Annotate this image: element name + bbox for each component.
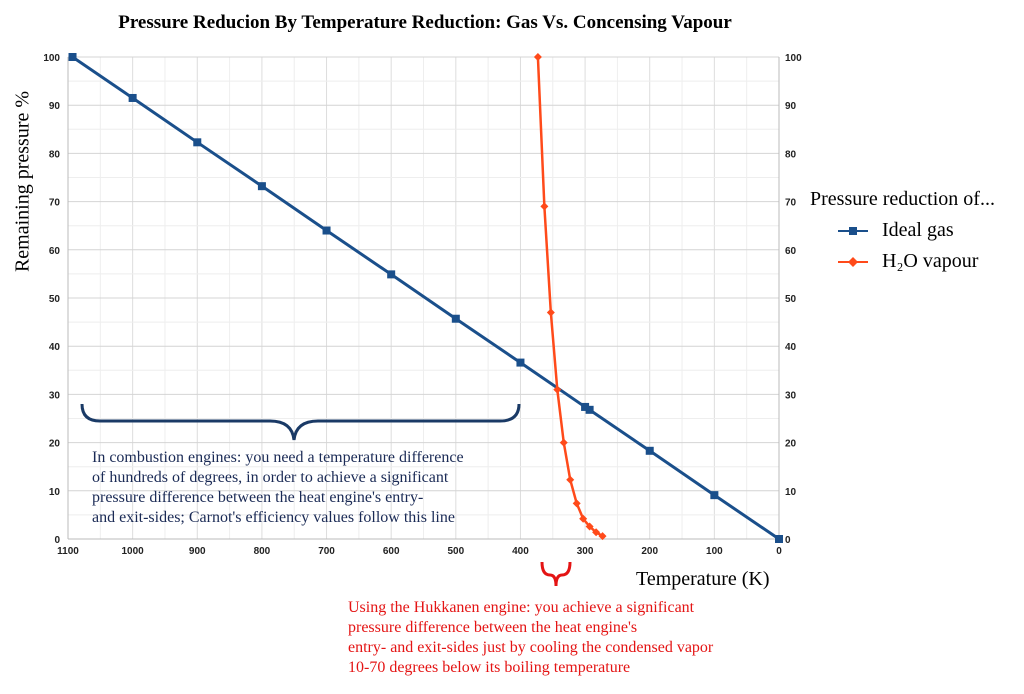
x-tick-label: 100: [706, 546, 723, 557]
data-point-ideal-gas: [581, 402, 590, 411]
y-tick-label-left: 100: [43, 53, 60, 64]
y-tick-label-right: 10: [785, 487, 797, 498]
annotation-line: entry- and exit-sides just by cooling th…: [348, 639, 714, 656]
annotation-line: of hundreds of degrees, in order to achi…: [92, 469, 449, 486]
data-point-h2o-vapour: [598, 532, 607, 541]
y-tick-label-left: 60: [49, 246, 61, 257]
x-tick-label: 800: [254, 546, 271, 557]
data-point-h2o-vapour: [592, 528, 601, 537]
y-tick-label-right: 50: [785, 294, 797, 305]
y-tick-label-left: 20: [49, 439, 61, 450]
annotation-combustion: In combustion engines: you need a temper…: [92, 448, 464, 528]
x-tick-label: 1100: [57, 546, 79, 557]
y-tick-label-right: 20: [785, 439, 797, 450]
legend-title: Pressure reduction of...: [810, 188, 995, 210]
x-tick-label: 500: [447, 546, 464, 557]
data-point-h2o-vapour: [585, 522, 594, 531]
brace-hukkanen: [540, 561, 572, 587]
diamond-marker-icon: [838, 256, 868, 267]
annotation-line: 10-70 degrees below its boiling temperat…: [348, 659, 631, 676]
y-tick-label-right: 100: [785, 53, 802, 64]
data-point-h2o-vapour: [559, 438, 568, 447]
annotation-line: Using the Hukkanen engine: you achieve a…: [348, 599, 695, 616]
x-tick-label: 400: [512, 546, 529, 557]
data-point-ideal-gas: [68, 53, 77, 61]
legend-label: Ideal gas: [882, 219, 954, 241]
x-tick-label: 200: [641, 546, 658, 557]
y-tick-label-left: 0: [54, 535, 60, 546]
annotation-line: pressure difference between the heat eng…: [92, 489, 424, 506]
y-tick-label-left: 40: [49, 342, 61, 353]
data-point-ideal-gas: [193, 138, 202, 147]
y-tick-label-right: 90: [785, 101, 797, 112]
legend-item-h2o-vapour: H₂O vapour: [838, 250, 995, 273]
data-point-ideal-gas: [775, 535, 783, 543]
data-point-h2o-vapour: [546, 308, 555, 317]
y-tick-label-left: 90: [49, 101, 61, 112]
x-tick-label: 0: [776, 546, 782, 557]
y-tick-label-right: 30: [785, 390, 797, 401]
data-point-ideal-gas: [645, 446, 654, 455]
annotation-hukkanen: Using the Hukkanen engine: you achieve a…: [348, 598, 713, 678]
y-tick-label-right: 70: [785, 198, 797, 209]
data-point-ideal-gas: [387, 270, 396, 279]
y-tick-label-left: 70: [49, 198, 61, 209]
x-tick-label: 700: [318, 546, 335, 557]
square-marker-icon: [838, 226, 868, 235]
annotation-line: In combustion engines: you need a temper…: [92, 449, 464, 466]
y-tick-label-right: 60: [785, 246, 797, 257]
data-point-h2o-vapour: [566, 475, 575, 484]
y-tick-label-right: 80: [785, 149, 797, 160]
x-tick-label: 300: [577, 546, 594, 557]
x-axis-label: Temperature (K): [636, 568, 770, 590]
x-tick-label: 600: [383, 546, 400, 557]
y-tick-label-right: 40: [785, 342, 797, 353]
data-point-ideal-gas: [451, 314, 460, 323]
brace-combustion: [80, 403, 521, 441]
data-point-h2o-vapour: [553, 385, 562, 394]
data-point-h2o-vapour: [540, 202, 549, 211]
annotation-line: and exit-sides; Carnot's efficiency valu…: [92, 509, 455, 526]
x-tick-label: 1000: [122, 546, 145, 557]
legend: Pressure reduction of... Ideal gas H₂O v…: [810, 188, 995, 273]
y-tick-label-left: 50: [49, 294, 61, 305]
data-point-h2o-vapour: [533, 53, 542, 61]
data-point-ideal-gas: [585, 405, 594, 414]
data-point-h2o-vapour: [579, 514, 588, 523]
data-point-ideal-gas: [128, 93, 137, 102]
data-point-ideal-gas: [710, 491, 719, 500]
y-tick-label-left: 80: [49, 149, 61, 160]
data-point-ideal-gas: [322, 226, 331, 235]
legend-label: H₂O vapour: [882, 250, 979, 272]
data-point-ideal-gas: [257, 182, 266, 191]
data-point-h2o-vapour: [572, 499, 581, 508]
legend-item-ideal-gas: Ideal gas: [838, 219, 995, 242]
y-tick-label-left: 10: [49, 487, 61, 498]
chart-title: Pressure Reducion By Temperature Reducti…: [118, 12, 732, 33]
annotation-line: pressure difference between the heat eng…: [348, 619, 638, 636]
x-tick-label: 900: [189, 546, 206, 557]
y-tick-label-left: 30: [49, 390, 61, 401]
y-tick-label-right: 0: [785, 535, 791, 546]
data-point-ideal-gas: [516, 358, 525, 367]
